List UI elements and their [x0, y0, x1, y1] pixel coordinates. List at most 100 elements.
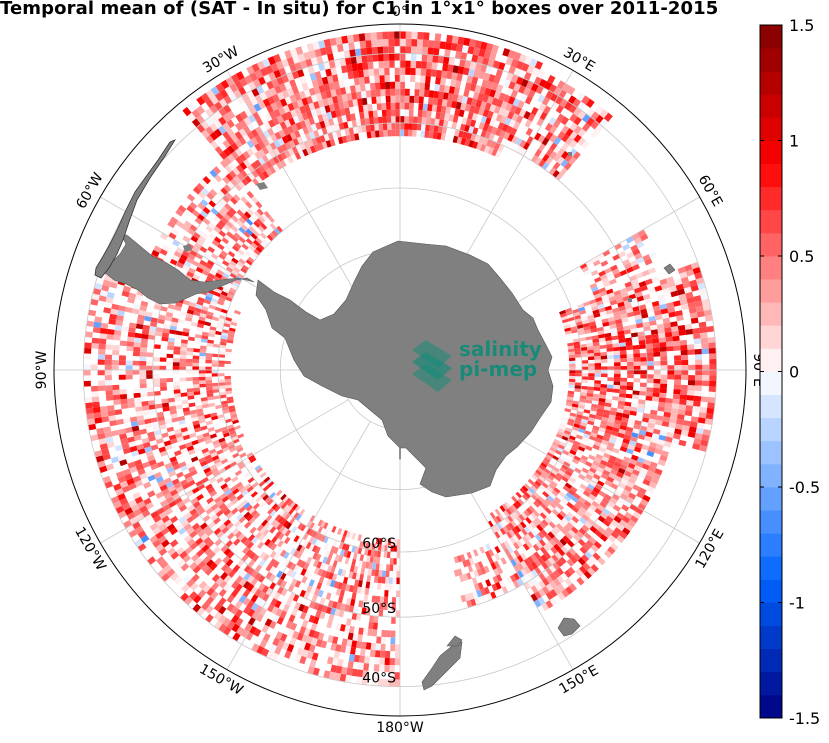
anomaly-cell [630, 259, 639, 267]
anomaly-cell [154, 434, 163, 440]
anomaly-cell [633, 310, 641, 316]
anomaly-cell [192, 501, 201, 509]
anomaly-cell [330, 664, 338, 673]
anomaly-cell [83, 353, 91, 360]
anomaly-cell [144, 446, 153, 453]
anomaly-cell [199, 356, 206, 360]
anomaly-cell [584, 510, 592, 518]
anomaly-cell [202, 217, 211, 226]
anomaly-cell [559, 441, 567, 447]
anomaly-cell [171, 254, 180, 262]
anomaly-cell [549, 492, 557, 500]
anomaly-cell [231, 318, 239, 324]
anomaly-cell [197, 483, 206, 491]
anomaly-cell [99, 406, 108, 413]
anomaly-cell [681, 359, 689, 366]
anomaly-cell [334, 608, 341, 617]
anomaly-cell [623, 456, 631, 463]
anomaly-cell [386, 630, 391, 638]
anomaly-cell [577, 110, 587, 120]
anomaly-cell [596, 466, 605, 474]
anomaly-cell [694, 432, 703, 440]
anomaly-cell [581, 140, 590, 150]
anomaly-cell [613, 358, 621, 363]
anomaly-cell [543, 479, 551, 486]
anomaly-cell [543, 544, 551, 552]
anomaly-cell [480, 64, 488, 73]
anomaly-cell [688, 364, 696, 370]
colorbar-segment [760, 232, 782, 257]
anomaly-cell [390, 539, 395, 546]
anomaly-cell [153, 471, 162, 479]
anomaly-cell [206, 192, 215, 201]
anomaly-cell [128, 529, 138, 538]
anomaly-cell [223, 184, 232, 193]
anomaly-cell [246, 90, 255, 100]
anomaly-cell [581, 373, 589, 377]
anomaly-cell [376, 96, 382, 104]
anomaly-cell [421, 123, 426, 131]
anomaly-cell [548, 556, 556, 565]
anomaly-cell [622, 489, 631, 497]
anomaly-cell [569, 432, 577, 438]
anomaly-cell [297, 522, 304, 530]
anomaly-cell [182, 434, 191, 441]
anomaly-cell [220, 516, 229, 524]
anomaly-cell [102, 453, 111, 461]
anomaly-cell [573, 502, 582, 510]
anomaly-cell [542, 500, 550, 508]
anomaly-cell [467, 565, 474, 573]
anomaly-cell [191, 246, 200, 254]
anomaly-cell [609, 497, 618, 505]
anomaly-cell [574, 354, 582, 358]
anomaly-cell [606, 351, 614, 356]
anomaly-cell [582, 322, 590, 328]
anomaly-cell [404, 102, 410, 110]
anomaly-cell [484, 102, 492, 111]
anomaly-cell [201, 305, 209, 312]
anomaly-cell [255, 496, 263, 503]
anomaly-cell [292, 115, 300, 124]
anomaly-cell [205, 483, 213, 491]
anomaly-cell [523, 71, 532, 81]
anomaly-cell [92, 406, 101, 414]
anomaly-cell [273, 147, 281, 156]
anomaly-cell [359, 554, 365, 562]
anomaly-cell [410, 67, 416, 76]
anomaly-cell [415, 61, 422, 69]
anomaly-cell [461, 74, 468, 83]
anomaly-cell [238, 216, 246, 224]
anomaly-cell [694, 348, 702, 355]
anomaly-cell [211, 493, 220, 501]
anomaly-cell [572, 426, 580, 432]
anomaly-cell [505, 56, 514, 66]
anomaly-cell [224, 566, 233, 575]
anomaly-cell [140, 347, 148, 353]
anomaly-cell [411, 46, 417, 54]
anomaly-cell [393, 545, 397, 552]
anomaly-cell [514, 106, 522, 116]
anomaly-cell [227, 250, 236, 258]
anomaly-cell [534, 534, 542, 542]
anomaly-cell [538, 521, 546, 530]
anomaly-cell [411, 39, 418, 47]
anomaly-cell [222, 122, 231, 132]
anomaly-cell [225, 387, 232, 392]
anomaly-cell [276, 161, 284, 170]
anomaly-cell [233, 232, 241, 240]
anomaly-cell [565, 307, 572, 313]
anomaly-cell [503, 540, 510, 548]
anomaly-cell [186, 526, 195, 535]
anomaly-cell [258, 582, 266, 592]
anomaly-cell [613, 377, 621, 382]
anomaly-cell [259, 526, 267, 534]
anomaly-cell [680, 429, 689, 437]
anomaly-cell [383, 596, 389, 604]
anomaly-cell [232, 245, 240, 252]
anomaly-cell [464, 138, 471, 147]
anomaly-cell [627, 418, 636, 425]
anomaly-cell [603, 406, 611, 411]
new-zealand-north [446, 635, 463, 647]
anomaly-cell [707, 397, 716, 404]
anomaly-cell [590, 564, 599, 573]
